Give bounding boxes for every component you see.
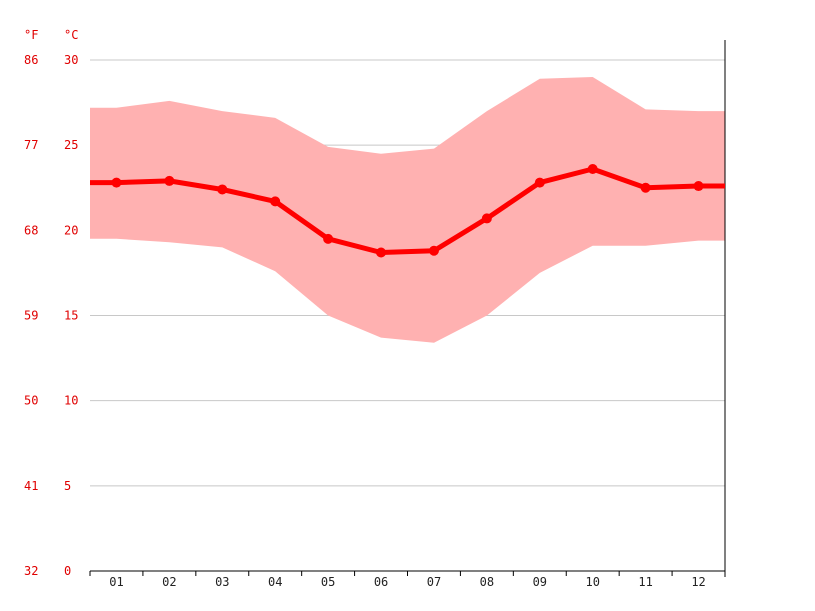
series-line [90, 166, 725, 255]
x-tick-labels: 01 02 03 04 05 06 07 08 09 10 11 12 [109, 575, 706, 589]
x-tick-label: 02 [162, 575, 176, 589]
data-point [534, 177, 545, 188]
celsius-unit-label: °C [64, 28, 78, 42]
x-tick-label: 03 [215, 575, 229, 589]
y-tick-label-c: 0 [64, 564, 71, 578]
temperature-range-band [90, 77, 725, 343]
data-point [323, 233, 334, 244]
y-tick-label-f: 32 [24, 564, 38, 578]
data-point [217, 184, 228, 195]
data-point [270, 196, 281, 207]
y-tick-label-f: 77 [24, 138, 38, 152]
x-tick-label: 12 [691, 575, 705, 589]
data-point [481, 213, 492, 224]
x-tick-label: 10 [585, 575, 599, 589]
x-tick-label: 07 [427, 575, 441, 589]
y-tick-label-c: 30 [64, 53, 78, 67]
data-point [587, 164, 598, 175]
data-point [428, 245, 439, 256]
x-tick-label: 09 [533, 575, 547, 589]
fahrenheit-unit-label: °F [24, 28, 38, 42]
y-tick-label-f: 50 [24, 394, 38, 408]
y-tick-label-c: 20 [64, 223, 78, 237]
y-tick-label-f: 59 [24, 309, 38, 323]
x-tick-label: 11 [638, 575, 652, 589]
x-tick-label: 06 [374, 575, 388, 589]
axes [89, 40, 726, 577]
y-tick-label-f: 68 [24, 223, 38, 237]
y-tick-labels: 32 0 41 5 50 10 59 15 68 20 77 25 86 30 [24, 53, 78, 578]
x-tick-label: 04 [268, 575, 282, 589]
data-point [111, 177, 122, 188]
y-tick-label-f: 41 [24, 479, 38, 493]
x-tick-label: 01 [109, 575, 123, 589]
average-temperature-line [90, 164, 725, 258]
range-band-area [90, 77, 725, 343]
data-point [640, 182, 651, 193]
data-point [164, 175, 175, 186]
y-tick-label-c: 10 [64, 394, 78, 408]
x-tick-label: 08 [480, 575, 494, 589]
data-point [693, 181, 704, 192]
y-tick-label-c: 5 [64, 479, 71, 493]
y-tick-label-c: 15 [64, 309, 78, 323]
y-tick-label-f: 86 [24, 53, 38, 67]
y-tick-label-c: 25 [64, 138, 78, 152]
x-tick-label: 05 [321, 575, 335, 589]
data-point [376, 247, 387, 258]
